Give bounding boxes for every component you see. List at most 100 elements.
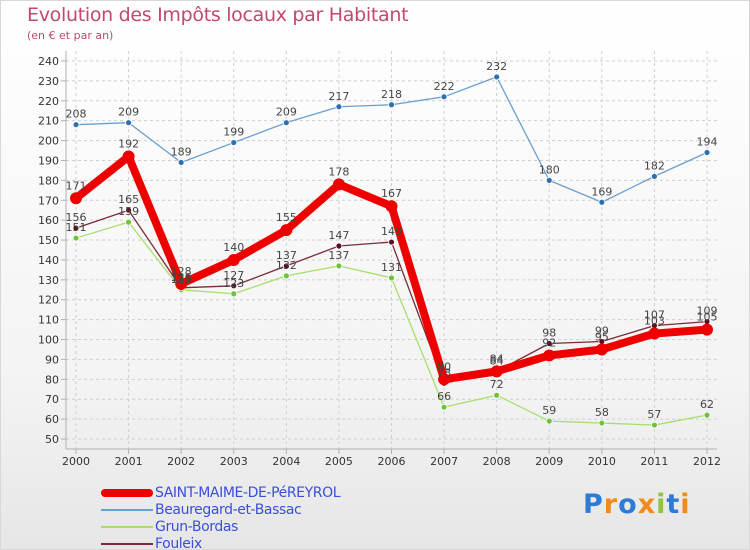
x-tick-label: 2000 (62, 455, 90, 468)
data-label: 125 (171, 273, 192, 286)
data-label: 127 (223, 269, 244, 282)
data-point (122, 150, 135, 163)
x-tick-label: 2006 (378, 455, 406, 468)
data-label: 92 (542, 336, 556, 349)
y-tick-label: 150 (38, 234, 59, 247)
y-tick-label: 120 (38, 294, 59, 307)
data-label: 99 (595, 325, 609, 338)
y-tick-label: 160 (38, 214, 59, 227)
data-label: 192 (118, 137, 139, 150)
x-tick-label: 2009 (535, 455, 563, 468)
x-tick-label: 2001 (115, 455, 143, 468)
data-point (490, 365, 503, 378)
y-tick-label: 180 (38, 174, 59, 187)
data-labels: 208 209 189 199 209 217 218 222 232 180 169 182 194 1… (66, 60, 718, 421)
y-tick-label: 110 (38, 314, 59, 327)
data-point (701, 323, 713, 336)
data-label: 62 (700, 398, 714, 411)
data-point (598, 419, 606, 427)
data-label: 218 (381, 88, 402, 101)
data-label: 131 (381, 261, 402, 274)
series-lines (70, 73, 713, 429)
data-point (125, 119, 132, 127)
y-tick-label: 60 (45, 413, 59, 426)
y-tick-label: 240 (38, 55, 59, 68)
data-label: 209 (276, 106, 297, 119)
data-point (72, 234, 80, 242)
data-label: 95 (595, 330, 609, 343)
data-label: 182 (644, 159, 665, 172)
data-point (230, 290, 238, 298)
data-label: 98 (542, 327, 556, 340)
data-point (125, 218, 132, 226)
data-point (282, 262, 290, 270)
y-tick-label: 100 (38, 334, 59, 347)
data-point (388, 274, 395, 282)
data-point (648, 327, 661, 340)
data-label: 59 (542, 404, 556, 417)
data-point (175, 277, 188, 290)
legend-label: SAINT-MAIME-DE-PéREYROL (155, 485, 341, 501)
data-point (230, 139, 238, 146)
data-point (70, 192, 82, 205)
data-label: 132 (276, 259, 297, 272)
data-label: 84 (490, 354, 504, 367)
data-point (388, 238, 395, 246)
data-label: 105 (697, 311, 718, 324)
data-label: 189 (171, 145, 192, 158)
data-label: 159 (118, 205, 139, 218)
data-label: 107 (644, 309, 665, 322)
data-point (545, 340, 553, 347)
legend-swatch (101, 526, 153, 528)
data-point (440, 93, 448, 101)
y-tick-label: 80 (45, 373, 59, 386)
y-tick-label: 190 (38, 154, 59, 167)
data-label: 169 (591, 185, 612, 198)
data-label: 208 (66, 108, 87, 121)
data-point (438, 373, 451, 386)
data-point (440, 403, 448, 411)
data-point (598, 198, 606, 206)
data-label: 137 (328, 249, 349, 262)
data-point (385, 200, 398, 213)
chart-title: Evolution des Impôts locaux par Habitant (27, 4, 409, 26)
x-tick-label: 2005 (325, 455, 353, 468)
logo-letter: o (618, 489, 638, 520)
data-label: 155 (276, 211, 297, 224)
legend-label: Grun-Bordas (155, 519, 238, 535)
data-label: 109 (697, 305, 718, 318)
y-tick-label: 170 (38, 194, 59, 207)
logo-letter: i (680, 489, 691, 520)
data-label: 217 (328, 90, 349, 103)
data-label: 165 (118, 193, 139, 206)
legend-swatch (101, 543, 153, 545)
y-tick-label: 70 (45, 393, 59, 406)
data-point (280, 224, 293, 237)
x-tick-label: 2012 (693, 455, 721, 468)
data-label: 147 (328, 229, 349, 242)
logo-letter: x (637, 489, 657, 520)
data-label: 156 (66, 211, 87, 224)
data-label: 103 (644, 315, 665, 328)
data-point (543, 349, 556, 362)
y-tick-label: 230 (38, 75, 59, 88)
y-tick-label: 90 (45, 353, 59, 366)
x-tick-label: 2008 (483, 455, 511, 468)
logo-letter: t (666, 489, 681, 520)
data-label: 151 (66, 221, 87, 234)
x-tick-label: 2002 (167, 455, 195, 468)
logo-letter: i (656, 489, 667, 520)
data-point (72, 121, 80, 129)
data-point (335, 242, 343, 250)
y-tick-label: 140 (38, 254, 59, 267)
data-label: 167 (381, 187, 402, 200)
legend-label: Fouleix (155, 536, 202, 550)
y-tick-label: 210 (38, 115, 59, 128)
logo-letter: P (583, 489, 604, 520)
axes: 50 60 70 80 90 100 110 120 130 140 150 160 170 180 190… (38, 51, 721, 468)
data-label: 171 (66, 179, 87, 192)
data-label: 194 (697, 136, 718, 149)
data-point (545, 417, 553, 425)
data-point (335, 103, 343, 111)
y-tick-label: 200 (38, 135, 59, 148)
